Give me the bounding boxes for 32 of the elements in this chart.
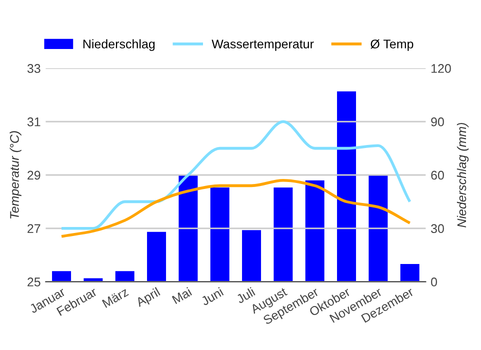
x-tick-label: März	[102, 287, 129, 308]
y2-tick-label: 60	[431, 170, 444, 180]
line-series	[60, 120, 412, 230]
bar	[337, 91, 356, 282]
x-tick-label: Juni	[200, 287, 224, 306]
y2-axis-title: Niederschlag (mm)	[456, 122, 469, 228]
bar	[115, 271, 134, 282]
bar	[52, 271, 72, 282]
bar	[147, 232, 166, 282]
y-tick-label: 31	[27, 117, 40, 126]
y-tick-label: 27	[28, 224, 40, 233]
bar	[400, 264, 420, 282]
y-tick-label: 33	[27, 64, 40, 73]
y2-tick-label: 90	[431, 117, 444, 126]
bar	[305, 180, 324, 282]
y-tick-label: 29	[28, 170, 40, 180]
y-tick-label: 25	[28, 278, 40, 286]
legend-label: Niederschlag	[83, 39, 155, 51]
bar	[274, 187, 293, 282]
legend-label: Wassertemperatur	[212, 40, 314, 51]
bar	[368, 175, 388, 282]
bar	[242, 230, 262, 282]
y2-tick-label: 30	[431, 224, 444, 234]
bar	[210, 187, 230, 282]
x-tick-label: Mai	[172, 287, 192, 304]
y2-tick-label: 0	[431, 278, 438, 286]
y2-tick-label: 120	[432, 64, 451, 73]
y-axis-title: Temperatur (°C)	[10, 131, 22, 219]
bar	[178, 175, 198, 282]
line-series	[60, 178, 412, 238]
x-tick-label: April	[134, 287, 162, 310]
legend-label: Ø Temp	[370, 39, 414, 51]
